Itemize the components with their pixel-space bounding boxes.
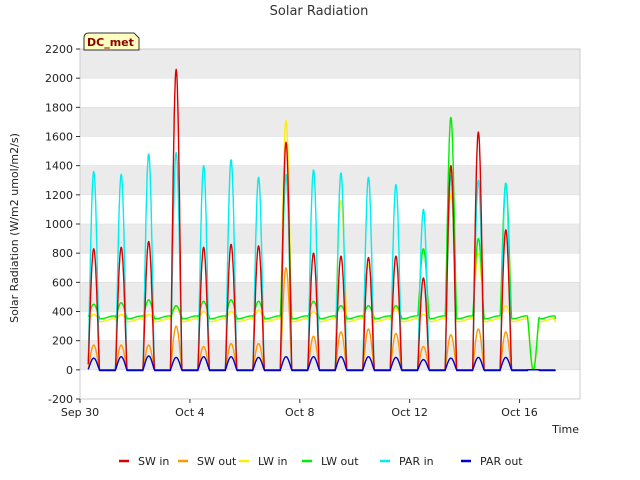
y-tick-label: 2000 bbox=[45, 72, 73, 85]
y-tick-label: 1600 bbox=[45, 131, 73, 144]
grid-band bbox=[80, 340, 580, 370]
legend-label: PAR out bbox=[480, 455, 523, 468]
y-tick-label: 1000 bbox=[45, 218, 73, 231]
legend-label: SW out bbox=[197, 455, 237, 468]
grid-band bbox=[80, 282, 580, 312]
legend-label: LW in bbox=[258, 455, 288, 468]
legend-label: PAR in bbox=[399, 455, 434, 468]
x-tick-label: Oct 16 bbox=[501, 406, 538, 419]
y-axis-ticks: -200 0 200 400 600 800 1000 1200 1400 1600 1800 200… bbox=[45, 43, 80, 406]
legend-label: SW in bbox=[138, 455, 169, 468]
y-tick-label: 600 bbox=[52, 276, 73, 289]
series-line-sw-in bbox=[87, 68, 556, 371]
chart-title: Solar Radiation bbox=[270, 4, 369, 19]
y-tick-label: 0 bbox=[66, 364, 73, 377]
legend-label: LW out bbox=[321, 455, 359, 468]
grid-band bbox=[80, 224, 580, 254]
y-tick-label: 800 bbox=[52, 247, 73, 260]
series-line-lw-in bbox=[87, 119, 556, 371]
y-tick-label: 1800 bbox=[45, 101, 73, 114]
y-tick-label: 1400 bbox=[45, 160, 73, 173]
series-line-par-out bbox=[87, 355, 556, 372]
y-tick-label: -200 bbox=[48, 393, 73, 406]
y-tick-label: 400 bbox=[52, 306, 73, 319]
grid-band bbox=[80, 49, 580, 79]
x-axis-label: Time bbox=[551, 423, 579, 436]
x-axis-ticks: Sep 30 Oct 4 Oct 8 Oct 12 Oct 16 bbox=[61, 399, 538, 419]
x-tick-label: Oct 8 bbox=[285, 406, 315, 419]
y-tick-label: 200 bbox=[52, 335, 73, 348]
y-axis-label: Solar Radiation (W/m2 umol/m2/s) bbox=[8, 133, 21, 323]
legend: SW in SW out LW in LW out PAR in PAR out bbox=[119, 455, 523, 468]
series-line-lw-out bbox=[87, 116, 556, 371]
x-tick-label: Sep 30 bbox=[61, 406, 99, 419]
x-tick-label: Oct 4 bbox=[175, 406, 205, 419]
plot-area bbox=[79, 48, 581, 400]
grid-band bbox=[80, 165, 580, 195]
y-tick-label: 2200 bbox=[45, 43, 73, 56]
site-badge-label: DC_met bbox=[87, 36, 134, 49]
site-badge: DC_met bbox=[83, 32, 140, 51]
grid-band bbox=[80, 107, 580, 137]
series-lines bbox=[87, 68, 556, 372]
y-tick-label: 1200 bbox=[45, 189, 73, 202]
x-tick-label: Oct 12 bbox=[391, 406, 428, 419]
